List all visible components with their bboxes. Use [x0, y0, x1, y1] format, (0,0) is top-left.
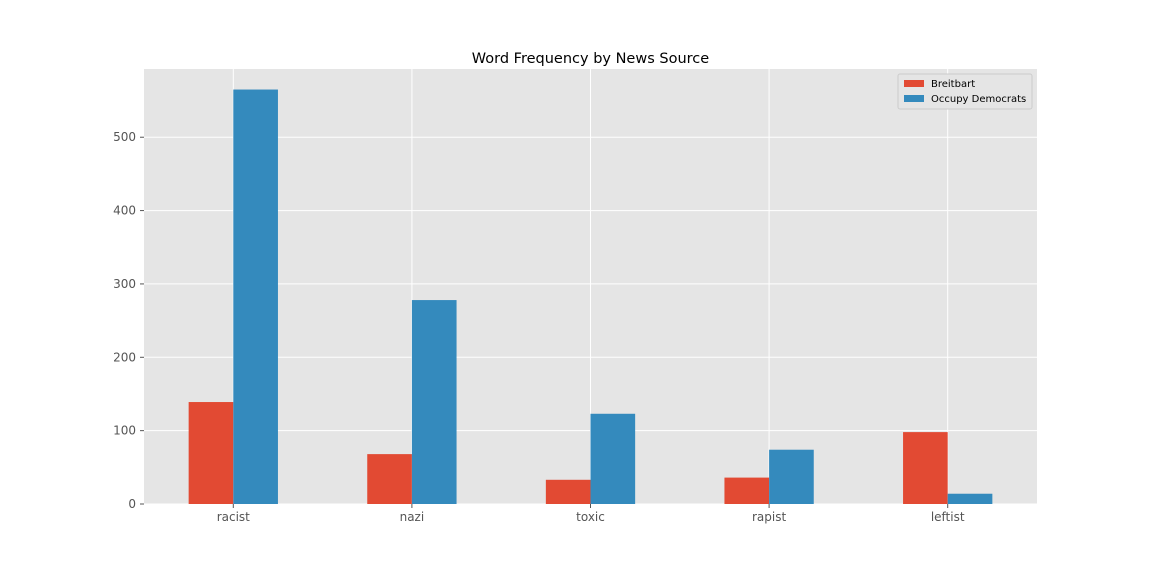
y-tick-label: 500	[113, 130, 136, 144]
legend-swatch	[904, 95, 924, 102]
y-tick-label: 200	[113, 350, 136, 364]
legend-label: Occupy Democrats	[931, 94, 1026, 105]
x-tick-label-nazi: nazi	[400, 510, 425, 524]
y-tick-label: 300	[113, 277, 136, 291]
bar-toxic-occupy-democrats	[590, 413, 636, 504]
y-tick-label: 400	[113, 204, 136, 218]
bar-toxic-breitbart	[545, 479, 591, 504]
bar-racist-occupy-democrats	[233, 89, 278, 505]
y-tick-label: 0	[128, 497, 136, 511]
bar-rapist-occupy-democrats	[769, 449, 814, 504]
x-tick-label-toxic: toxic	[576, 510, 605, 524]
legend-swatch	[904, 80, 924, 87]
legend: Breitbart Occupy Democrats	[897, 73, 1033, 110]
axes: 0 100 200 300 400 500 racist nazi toxic rapist lef…	[113, 130, 965, 524]
bars	[188, 89, 993, 505]
legend-label: Breitbart	[931, 79, 975, 90]
bar-nazi-occupy-democrats	[411, 300, 457, 504]
bar-leftist-breitbart	[903, 432, 948, 504]
bar-racist-breitbart	[188, 402, 234, 504]
legend-box	[897, 73, 1033, 110]
bar-leftist-occupy-democrats	[947, 493, 993, 504]
x-tick-label-leftist: leftist	[931, 510, 965, 524]
chart-title: Word Frequency by News Source	[472, 51, 709, 67]
x-tick-label-rapist: rapist	[752, 510, 786, 524]
x-tick-label-racist: racist	[217, 510, 250, 524]
y-tick-label: 100	[113, 424, 136, 438]
bar-rapist-breitbart	[724, 477, 770, 504]
bar-nazi-breitbart	[367, 454, 412, 504]
